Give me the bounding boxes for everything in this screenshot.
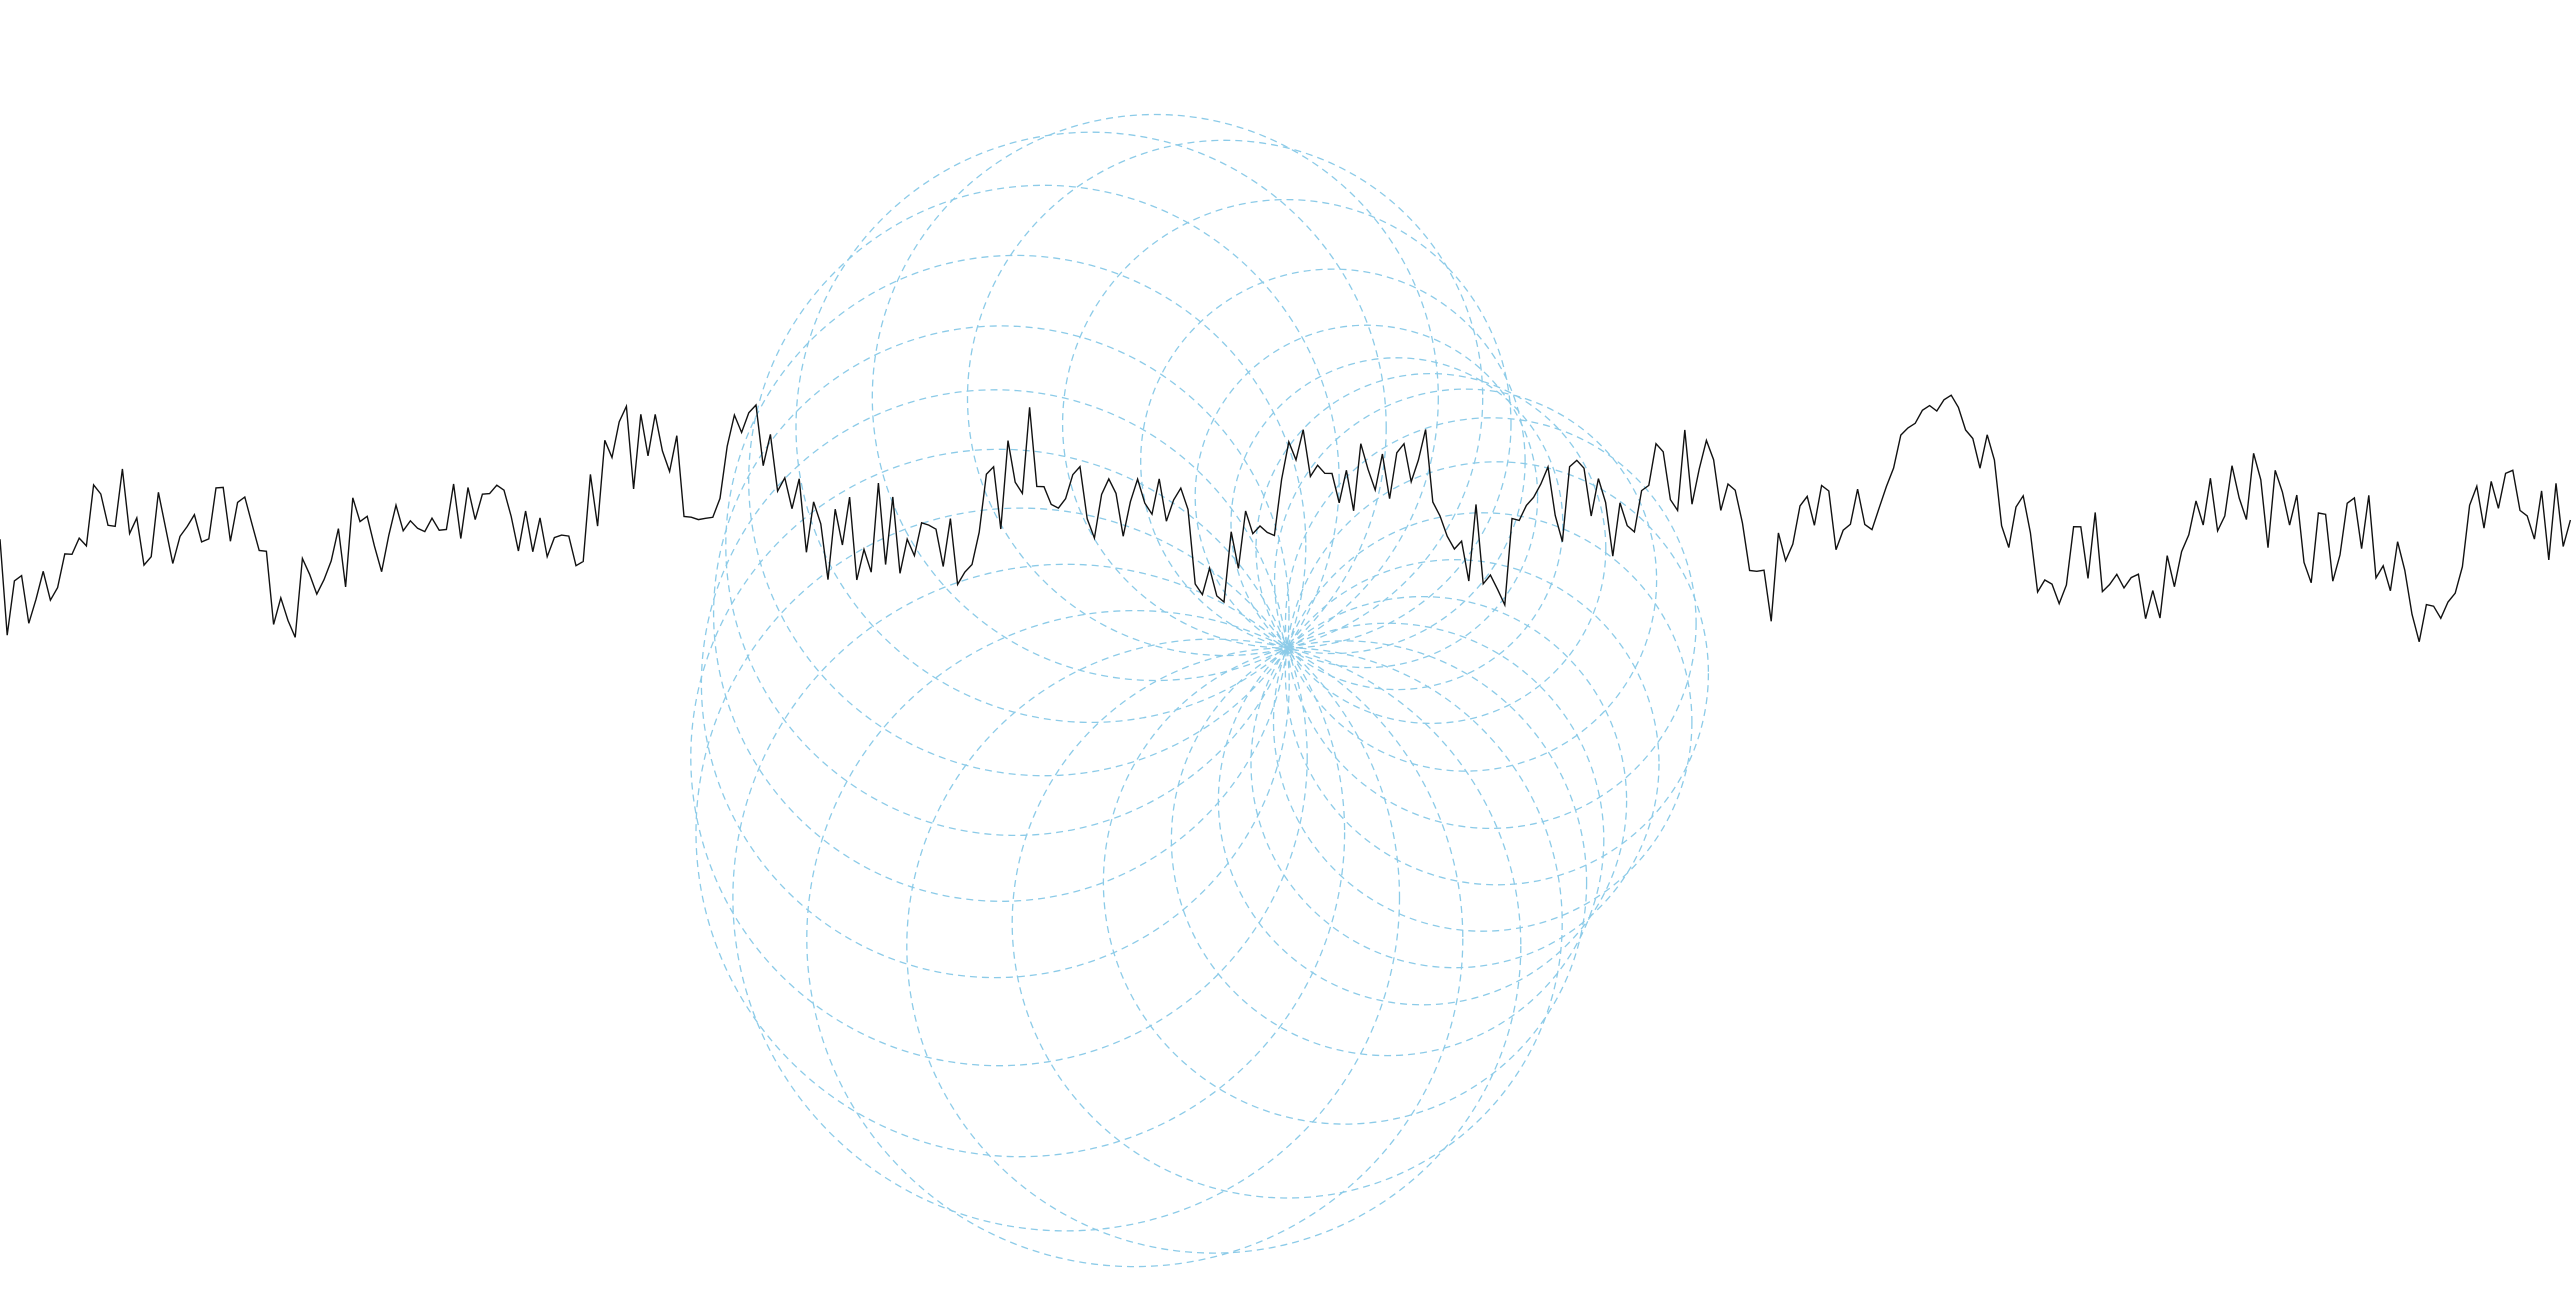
dashed-ring xyxy=(1284,417,1697,830)
dashed-ring xyxy=(1250,559,1660,969)
dashed-ring xyxy=(1273,388,1658,772)
dashed-ring xyxy=(1272,512,1693,932)
dashed-ring xyxy=(748,184,1340,777)
dashed-ring xyxy=(1230,357,1564,691)
dashed-ring xyxy=(906,638,1522,1254)
dashed-ring xyxy=(1102,640,1588,1125)
dashed-ring xyxy=(1140,268,1526,655)
dashed-ring xyxy=(871,113,1439,682)
dashed-ring xyxy=(806,609,1464,1268)
dashed-ring xyxy=(1194,324,1539,669)
dashed-ring xyxy=(712,325,1290,902)
dashed-ring xyxy=(1061,198,1512,649)
dashed-ring xyxy=(1255,372,1607,725)
ring-group xyxy=(690,113,1710,1268)
dashed-ring xyxy=(1170,622,1605,1057)
dashed-ring xyxy=(966,139,1484,657)
dashed-ring xyxy=(700,389,1290,979)
dashed-ring xyxy=(1011,647,1563,1199)
wave-group xyxy=(0,394,2571,642)
dashed-ring xyxy=(1217,595,1628,1006)
dashed-ring xyxy=(725,254,1307,837)
dashed-ring xyxy=(695,507,1346,1158)
dashed-ring xyxy=(795,131,1387,724)
wave-line xyxy=(0,394,2571,642)
dashed-ring xyxy=(732,563,1401,1232)
dashed-ring xyxy=(690,448,1308,1067)
dashed-ring xyxy=(1284,461,1710,886)
